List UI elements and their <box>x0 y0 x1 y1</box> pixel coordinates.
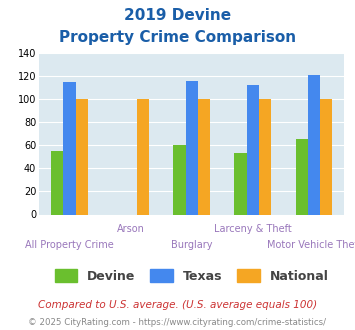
Bar <box>320 99 332 214</box>
Legend: Devine, Texas, National: Devine, Texas, National <box>48 263 335 289</box>
Bar <box>76 99 88 214</box>
Bar <box>173 145 186 214</box>
Text: 2019 Devine: 2019 Devine <box>124 8 231 23</box>
Bar <box>64 82 76 214</box>
Text: Motor Vehicle Theft: Motor Vehicle Theft <box>267 240 355 250</box>
Bar <box>295 139 308 214</box>
Text: Compared to U.S. average. (U.S. average equals 100): Compared to U.S. average. (U.S. average … <box>38 300 317 310</box>
Bar <box>247 85 259 214</box>
Text: Larceny & Theft: Larceny & Theft <box>214 224 292 234</box>
Text: All Property Crime: All Property Crime <box>25 240 114 250</box>
Bar <box>137 99 149 214</box>
Bar <box>186 81 198 214</box>
Text: Arson: Arson <box>117 224 144 234</box>
Text: © 2025 CityRating.com - https://www.cityrating.com/crime-statistics/: © 2025 CityRating.com - https://www.city… <box>28 318 327 327</box>
Text: Property Crime Comparison: Property Crime Comparison <box>59 30 296 45</box>
Bar <box>259 99 271 214</box>
Text: Burglary: Burglary <box>171 240 212 250</box>
Bar <box>234 153 247 214</box>
Bar <box>308 75 320 214</box>
Bar <box>51 151 64 214</box>
Bar <box>198 99 210 214</box>
